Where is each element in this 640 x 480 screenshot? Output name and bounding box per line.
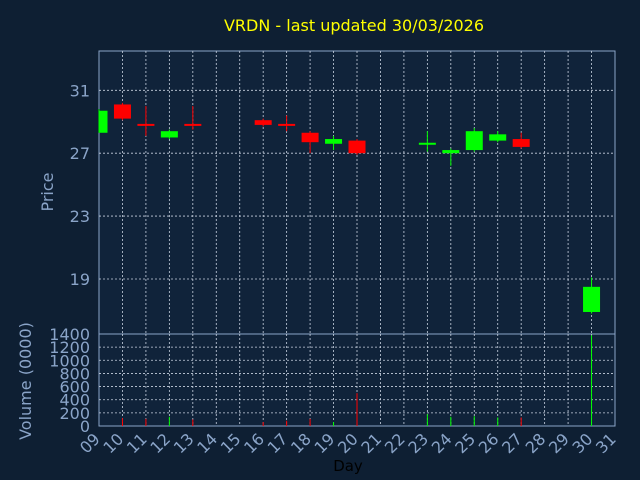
price-tick-label: 19 bbox=[70, 270, 90, 289]
volume-tick-label: 1400 bbox=[49, 325, 90, 344]
x-grid bbox=[122, 51, 592, 426]
volume-axis-label: Volume (0000) bbox=[16, 322, 35, 440]
candle-body bbox=[301, 132, 319, 143]
candle-body bbox=[278, 123, 296, 126]
candle-body bbox=[184, 123, 202, 126]
candle-body bbox=[113, 104, 131, 119]
x-axis-ticks: 0910111213141516171819202122232425262728… bbox=[76, 429, 620, 457]
candle-body bbox=[418, 142, 436, 145]
candle-body bbox=[583, 286, 601, 312]
candle-body bbox=[325, 139, 343, 144]
price-axis-ticks: 19 23 27 31 bbox=[70, 81, 90, 289]
price-tick-label: 31 bbox=[70, 81, 90, 100]
price-axis-label: Price bbox=[38, 172, 57, 211]
x-tick-label: 31 bbox=[592, 429, 620, 457]
candle-body bbox=[160, 131, 178, 138]
volume-tick-label: 800 bbox=[59, 364, 90, 383]
volume-tick-label: 0 bbox=[80, 417, 90, 436]
volume-tick-label: 600 bbox=[59, 378, 90, 397]
candle-body bbox=[137, 123, 155, 126]
candle-body bbox=[348, 140, 366, 154]
volume-tick-label: 400 bbox=[59, 391, 90, 410]
chart-title: VRDN - last updated 30/03/2026 bbox=[224, 16, 484, 35]
candle-body bbox=[465, 131, 483, 151]
candle-body bbox=[442, 150, 460, 154]
x-axis-label: Day bbox=[333, 457, 363, 475]
candle-body bbox=[512, 139, 530, 147]
volume-bars bbox=[121, 335, 593, 426]
candle-body bbox=[99, 110, 108, 133]
candle-body bbox=[489, 134, 507, 141]
volume-tick-label: 1000 bbox=[49, 351, 90, 370]
volume-tick-label: 200 bbox=[59, 404, 90, 423]
price-tick-label: 27 bbox=[70, 144, 90, 163]
volume-tick-label: 1200 bbox=[49, 338, 90, 357]
price-tick-label: 23 bbox=[70, 207, 90, 226]
candles bbox=[98, 102, 601, 314]
candle-body bbox=[254, 120, 272, 125]
